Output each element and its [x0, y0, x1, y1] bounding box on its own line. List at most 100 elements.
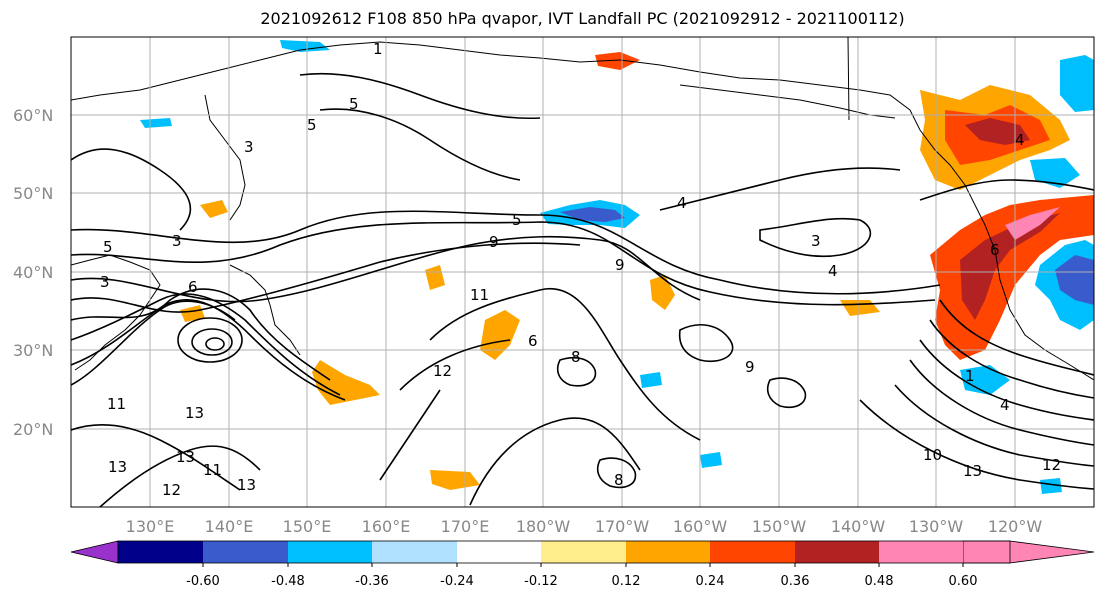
contour-label: 5 — [349, 95, 359, 113]
colorbar-tick-label: -0.60 — [186, 574, 220, 589]
colorbar-segment — [879, 541, 963, 563]
contour-label: 9 — [745, 358, 755, 376]
ivt-contours — [71, 72, 1094, 507]
qvapor-shading — [140, 40, 1094, 494]
contour-label: 12 — [162, 481, 181, 499]
positive-anomaly-patch — [480, 310, 520, 360]
map-title: 2021092612 F108 850 hPa qvapor, IVT Land… — [260, 9, 905, 28]
colorbar-segment — [541, 541, 626, 563]
colorbar-extend-high — [962, 540, 1095, 564]
gridlines — [71, 37, 1094, 507]
contour-label: 4 — [677, 194, 687, 212]
lon-label-120w: 120°W — [988, 517, 1043, 536]
positive-anomaly-patch — [930, 195, 1094, 360]
contour-label: 5 — [103, 238, 113, 256]
colorbar-ticks — [202, 563, 964, 567]
lon-label-170w: 170°W — [595, 517, 650, 536]
lon-label-130e: 130°E — [126, 517, 175, 536]
colorbar-tick-label: 0.12 — [612, 574, 641, 589]
positive-anomaly-patch — [200, 200, 228, 218]
colorbar-segment — [710, 541, 795, 563]
positive-anomaly-patch — [1005, 207, 1060, 240]
lat-label-50n: 50°N — [13, 184, 53, 203]
contour-label: 3 — [811, 232, 821, 250]
positive-anomaly-patch — [965, 118, 1030, 145]
contour-label: 6 — [990, 241, 1000, 259]
contour-label: 3 — [172, 232, 182, 250]
colorbar-segment — [626, 541, 710, 563]
contour-label: 9 — [615, 256, 625, 274]
positive-anomaly-patch — [595, 52, 640, 70]
negative-anomaly-patch — [640, 372, 662, 388]
colorbar-segment — [795, 541, 879, 563]
lon-label-160w: 160°W — [673, 517, 728, 536]
colorbar-tick-label: -0.24 — [440, 574, 474, 589]
colorbar-extend-low — [70, 540, 119, 564]
lon-label-140w: 140°W — [831, 517, 886, 536]
lon-label-140e: 140°E — [205, 517, 254, 536]
lat-label-60n: 60°N — [13, 106, 53, 125]
contour-label: 10 — [923, 446, 942, 464]
negative-anomaly-patch — [700, 452, 722, 468]
contour-label: 12 — [433, 362, 452, 380]
longitude-axis: 130°E 140°E 150°E 160°E 170°E 180°W 170°… — [126, 517, 1043, 536]
contour-label: 13 — [108, 458, 127, 476]
lon-label-160e: 160°E — [362, 517, 411, 536]
lat-label-30n: 30°N — [13, 341, 53, 360]
contour-label: 6 — [188, 278, 198, 296]
negative-anomaly-patch — [1030, 158, 1080, 188]
contour-label: 11 — [107, 395, 126, 413]
contour-label: 3 — [100, 273, 110, 291]
colorbar-frame — [117, 540, 1011, 564]
contour-label: 13 — [237, 476, 256, 494]
contour-label: 13 — [176, 448, 195, 466]
positive-anomaly-patch — [960, 213, 1060, 320]
colorbar-tick-label: 0.36 — [781, 574, 810, 589]
lon-label-180w: 180°W — [516, 517, 571, 536]
contour-label: 13 — [963, 462, 982, 480]
negative-anomaly-patch — [280, 40, 330, 52]
colorbar-segment — [203, 541, 288, 563]
contour-label: 5 — [307, 116, 317, 134]
negative-anomaly-patch — [1040, 478, 1062, 494]
contour-label: 11 — [203, 461, 222, 479]
contour-label: 11 — [470, 286, 489, 304]
contour-label: 8 — [614, 471, 624, 489]
map-content: 1 1 3 3 3 3 4 4 4 4 5 5 5 5 6 6 6 8 8 9 … — [71, 37, 1094, 507]
contour-label: 5 — [512, 211, 522, 229]
map-frame — [70, 36, 1095, 508]
colorbar-tick-label: 0.24 — [696, 574, 725, 589]
negative-anomaly-patch — [140, 118, 172, 128]
negative-anomaly-patch — [1060, 55, 1094, 112]
contour-label: 4 — [1000, 396, 1010, 414]
latitude-axis: 60°N 50°N 40°N 30°N 20°N — [13, 106, 53, 439]
positive-anomaly-patch — [180, 305, 205, 322]
colorbar-segment — [372, 541, 457, 563]
contour-label: 3 — [244, 138, 254, 156]
positive-anomaly-patch — [430, 470, 480, 490]
colorbar-segment — [457, 541, 541, 563]
negative-anomaly-patch — [1055, 255, 1094, 305]
colorbar-tick-label: 0.60 — [949, 574, 978, 589]
colorbar-tick-label: 0.48 — [865, 574, 894, 589]
colorbar-segment — [118, 541, 203, 563]
contour-label: 4 — [828, 262, 838, 280]
colorbar-segment — [288, 541, 372, 563]
contour-label: 13 — [185, 404, 204, 422]
contour-label: 6 — [528, 332, 538, 350]
contour-label: 1 — [965, 367, 975, 385]
contour-label: 4 — [1015, 131, 1025, 149]
colorbar-tick-label: -0.12 — [524, 574, 558, 589]
contour-labels: 1 1 3 3 3 3 4 4 4 4 5 5 5 5 6 6 6 8 8 9 … — [100, 40, 1061, 499]
contour-label: 1 — [373, 40, 383, 58]
lat-label-40n: 40°N — [13, 263, 53, 282]
lon-label-150w: 150°W — [752, 517, 807, 536]
contour-label: 9 — [489, 233, 499, 251]
colorbar: -0.60 -0.48 -0.36 -0.24 -0.12 0.12 0.24 … — [70, 540, 1095, 589]
lon-label-130w: 130°W — [909, 517, 964, 536]
positive-anomaly-patch — [425, 265, 445, 290]
contour-label: 12 — [1042, 456, 1061, 474]
lon-label-150e: 150°E — [283, 517, 332, 536]
contour-label: 8 — [571, 348, 581, 366]
